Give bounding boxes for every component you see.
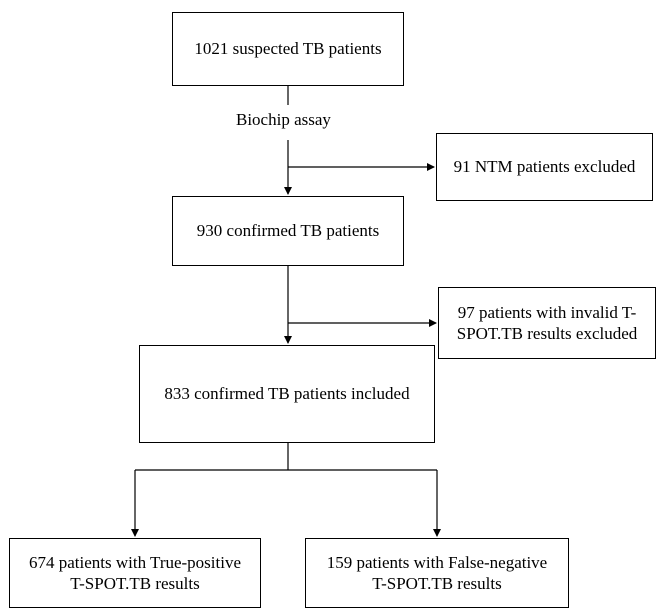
exclusion-1-box: 91 NTM patients excluded <box>436 133 653 201</box>
exclusion-2-line-1: 97 patients with invalid T- <box>457 302 637 322</box>
outcome-negative-box: 159 patients with False-negative T-SPOT.… <box>305 538 569 608</box>
outcome-negative-line-2: T-SPOT.TB results <box>372 574 502 593</box>
start-box: 1021 suspected TB patients <box>172 12 404 86</box>
biochip-assay-label: Biochip assay <box>236 111 331 128</box>
outcome-positive-box: 674 patients with True-positive T-SPOT.T… <box>9 538 261 608</box>
outcome-negative-line-1: 159 patients with False-negative <box>326 552 548 572</box>
included-box: 833 confirmed TB patients included <box>139 345 435 443</box>
confirmed-box-text: 930 confirmed TB patients <box>196 221 380 241</box>
confirmed-box: 930 confirmed TB patients <box>172 196 404 266</box>
exclusion-1-text: 91 NTM patients excluded <box>453 157 636 177</box>
exclusion-2-box: 97 patients with invalid T- SPOT.TB resu… <box>438 287 656 359</box>
exclusion-2-line-2: SPOT.TB results excluded <box>456 324 638 343</box>
outcome-positive-line-1: 674 patients with True-positive <box>28 552 242 572</box>
included-box-text: 833 confirmed TB patients included <box>164 384 410 404</box>
biochip-assay-text: Biochip assay <box>236 110 331 129</box>
outcome-positive-line-2: T-SPOT.TB results <box>70 574 200 593</box>
start-box-text: 1021 suspected TB patients <box>194 39 382 59</box>
